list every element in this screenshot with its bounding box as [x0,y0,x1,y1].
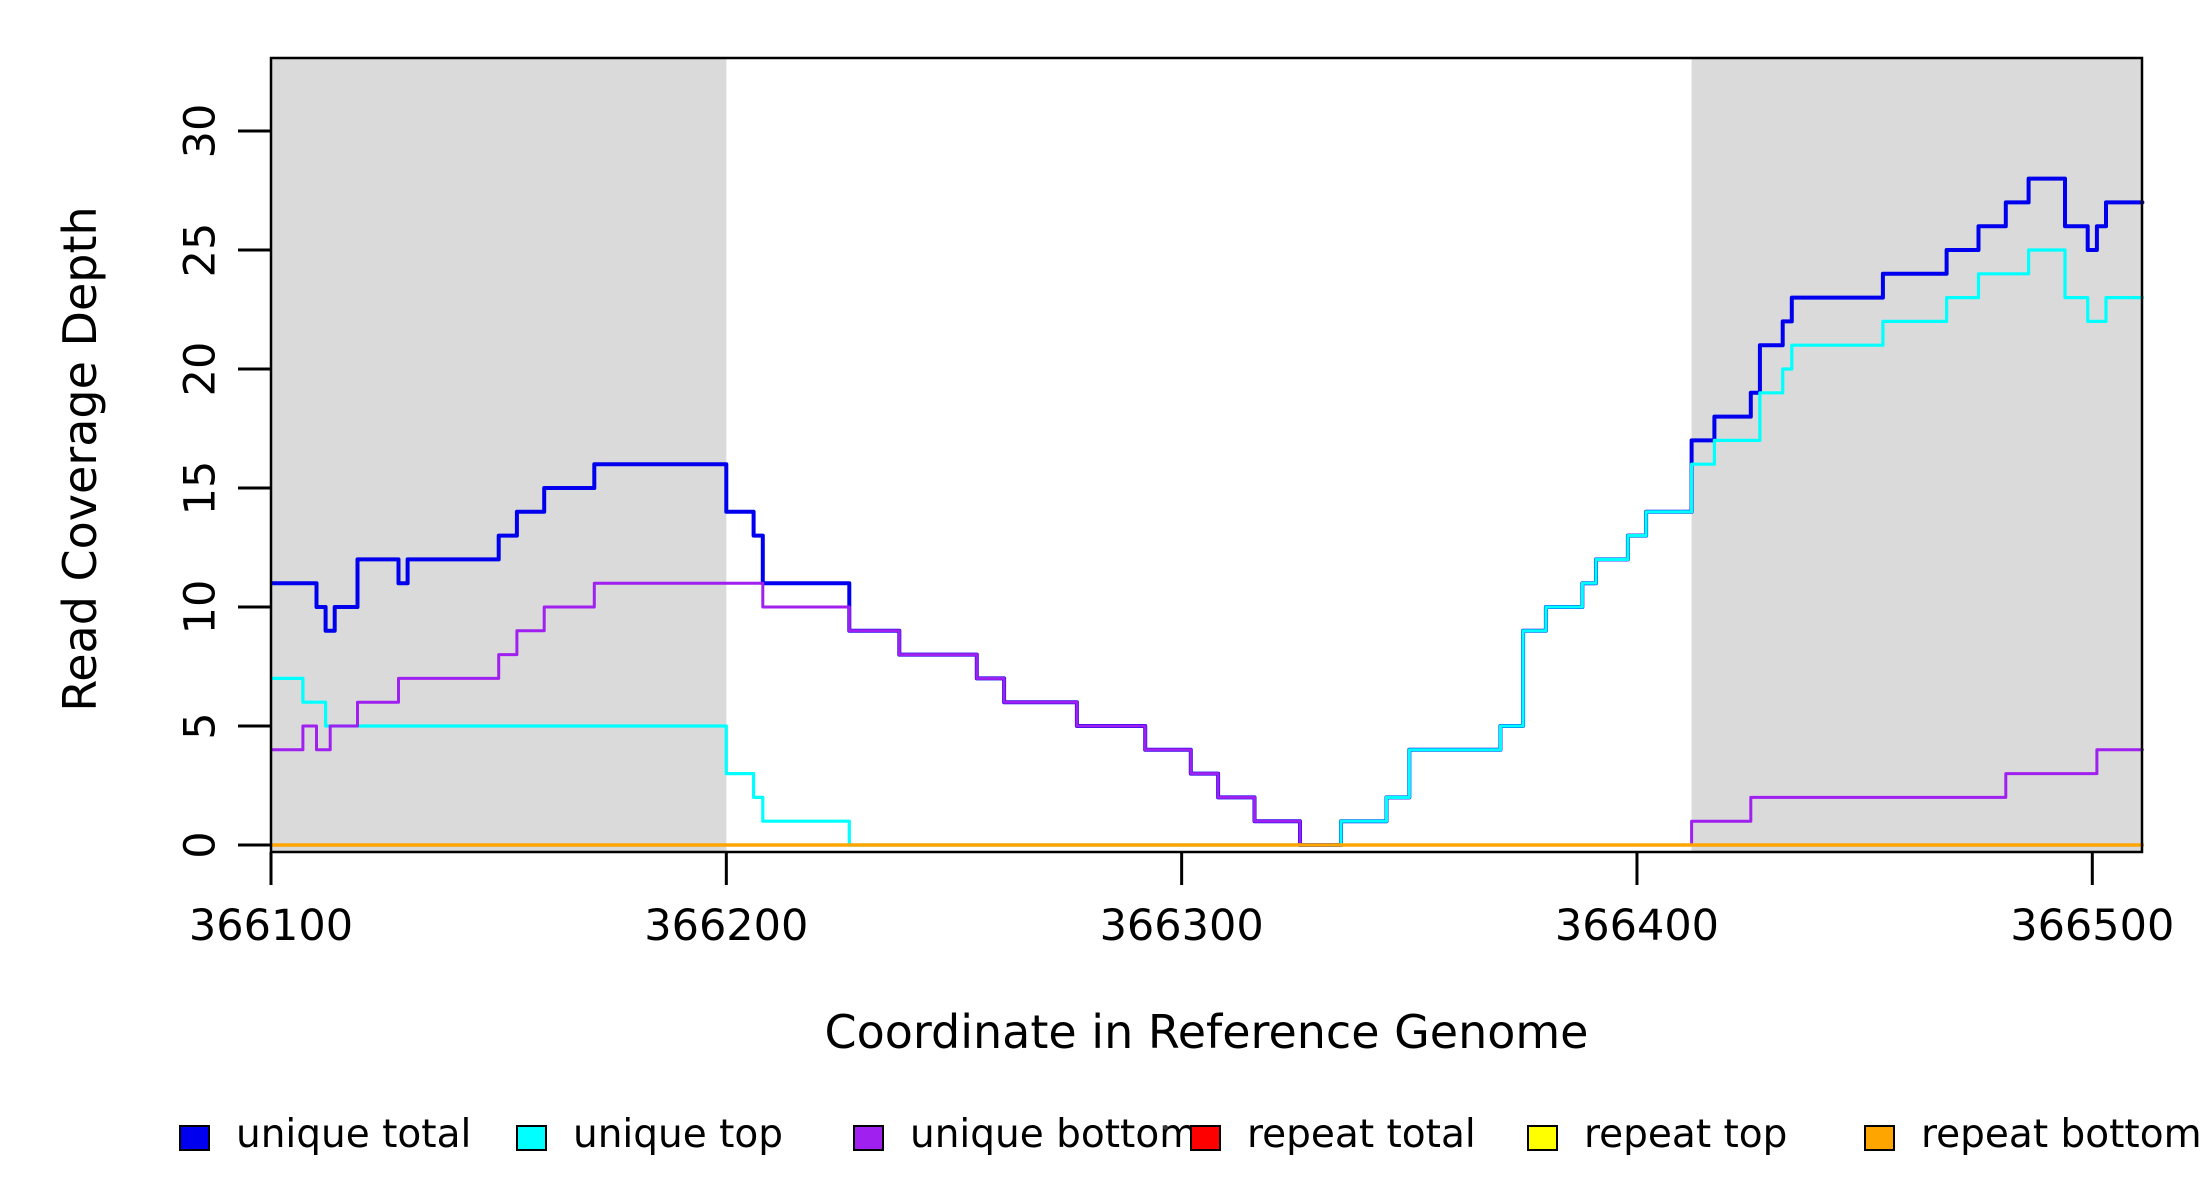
legend-label: repeat top [1584,1112,1788,1157]
series-line-unique-top [271,248,2144,847]
legend-label: unique top [573,1112,784,1157]
series-line-unique-bottom [271,581,2144,847]
legend-item-unique-top: unique top [516,1115,783,1164]
x-tick-label: 366500 [2010,901,2174,951]
shaded-region-1 [1691,58,2143,852]
shaded-region-0 [271,58,727,852]
legend-item-repeat-bottom: repeat bottom [1864,1115,2200,1164]
legend-swatch-icon [853,1125,884,1151]
legend-item-repeat-total: repeat total [1190,1115,1476,1164]
legend: unique total unique top unique bottom repea… [0,0,2200,1154]
legend-item-unique-total: unique total [179,1115,471,1164]
y-tick-label: 10 [176,580,226,635]
y-tick-label: 30 [176,104,226,159]
stray-dot-artifact [1163,1125,1168,1130]
legend-label: unique bottom [910,1112,1198,1157]
x-tick-label: 366300 [1100,901,1264,951]
legend-label: repeat bottom [1921,1112,2200,1157]
x-tick-label: 366400 [1555,901,1719,951]
y-axis-title: Read Coverage Depth [53,206,107,712]
y-tick-label: 0 [176,831,226,858]
legend-swatch-icon [1527,1125,1558,1151]
plot-box [269,56,2144,854]
x-tick-label: 366100 [189,901,353,951]
legend-swatch-icon [1864,1125,1895,1151]
x-axis-title: Coordinate in Reference Genome [824,1005,1589,1059]
legend-label: repeat total [1247,1112,1476,1157]
legend-item-repeat-top: repeat top [1527,1115,1787,1164]
y-tick-label: 15 [176,461,226,516]
legend-swatch-icon [516,1125,547,1151]
x-tick-label: 366200 [644,901,808,951]
legend-label: unique total [236,1112,472,1157]
y-tick-label: 5 [176,712,226,739]
legend-item-unique-bottom: unique bottom [853,1115,1197,1164]
legend-swatch-icon [1190,1125,1221,1151]
y-tick-label: 25 [176,223,226,278]
legend-swatch-icon [179,1125,210,1151]
y-tick-label: 20 [176,342,226,397]
